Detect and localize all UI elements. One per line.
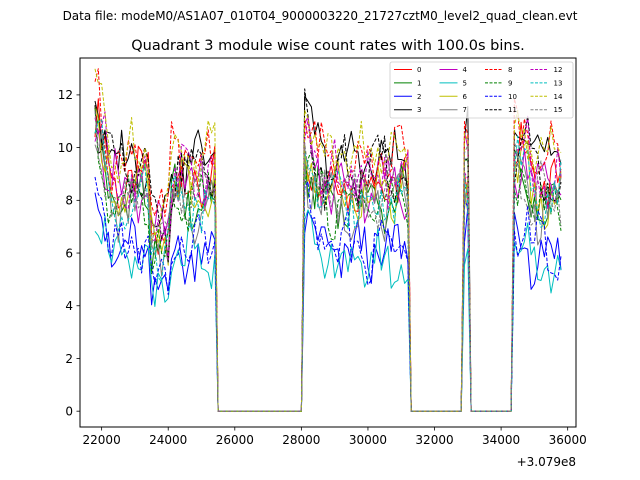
legend-label-13: 13	[554, 79, 563, 87]
x-tick-label: 34000	[482, 433, 520, 447]
x-tick-label: 32000	[415, 433, 453, 447]
legend-label-5: 5	[463, 79, 467, 87]
legend-label-15: 15	[554, 106, 563, 114]
x-tick-label: 26000	[216, 433, 254, 447]
legend-label-3: 3	[417, 106, 421, 114]
legend-label-0: 0	[417, 66, 421, 74]
legend-label-14: 14	[554, 93, 563, 101]
chart-title: Quadrant 3 module wise count rates with …	[131, 38, 525, 54]
legend-label-11: 11	[508, 106, 517, 114]
y-tick-label: 4	[65, 299, 73, 313]
legend-label-2: 2	[417, 93, 421, 101]
x-offset-label: +3.079e8	[517, 455, 576, 469]
series-layer	[94, 68, 562, 412]
axis-layer: 22000 24000 26000 28000 30000 32000 34000 36000…	[58, 88, 587, 447]
legend-box	[389, 61, 574, 119]
chart-suptitle: Data file: modeM0/AS1A07_010T04_90000032…	[63, 9, 578, 23]
legend-label-12: 12	[554, 66, 563, 74]
legend-label-8: 8	[508, 66, 512, 74]
x-tick-label: 30000	[349, 433, 387, 447]
legend-label-4: 4	[463, 66, 468, 74]
y-tick-label: 8	[65, 194, 73, 208]
series-line-15	[94, 110, 562, 412]
y-tick-label: 6	[65, 246, 73, 260]
y-tick-label: 12	[58, 88, 73, 102]
x-tick-label: 36000	[549, 433, 587, 447]
plot-frame	[79, 57, 577, 428]
legend-label-9: 9	[508, 79, 512, 87]
x-tick-label: 22000	[83, 433, 121, 447]
legend-label-1: 1	[417, 79, 421, 87]
x-tick-label: 28000	[282, 433, 320, 447]
y-tick-label: 10	[58, 141, 73, 155]
legend-label-7: 7	[463, 106, 467, 114]
x-tick-label: 24000	[149, 433, 187, 447]
y-tick-label: 0	[65, 404, 73, 418]
y-tick-label: 2	[65, 352, 73, 366]
legend-label-6: 6	[463, 93, 468, 101]
legend-label-10: 10	[508, 93, 517, 101]
